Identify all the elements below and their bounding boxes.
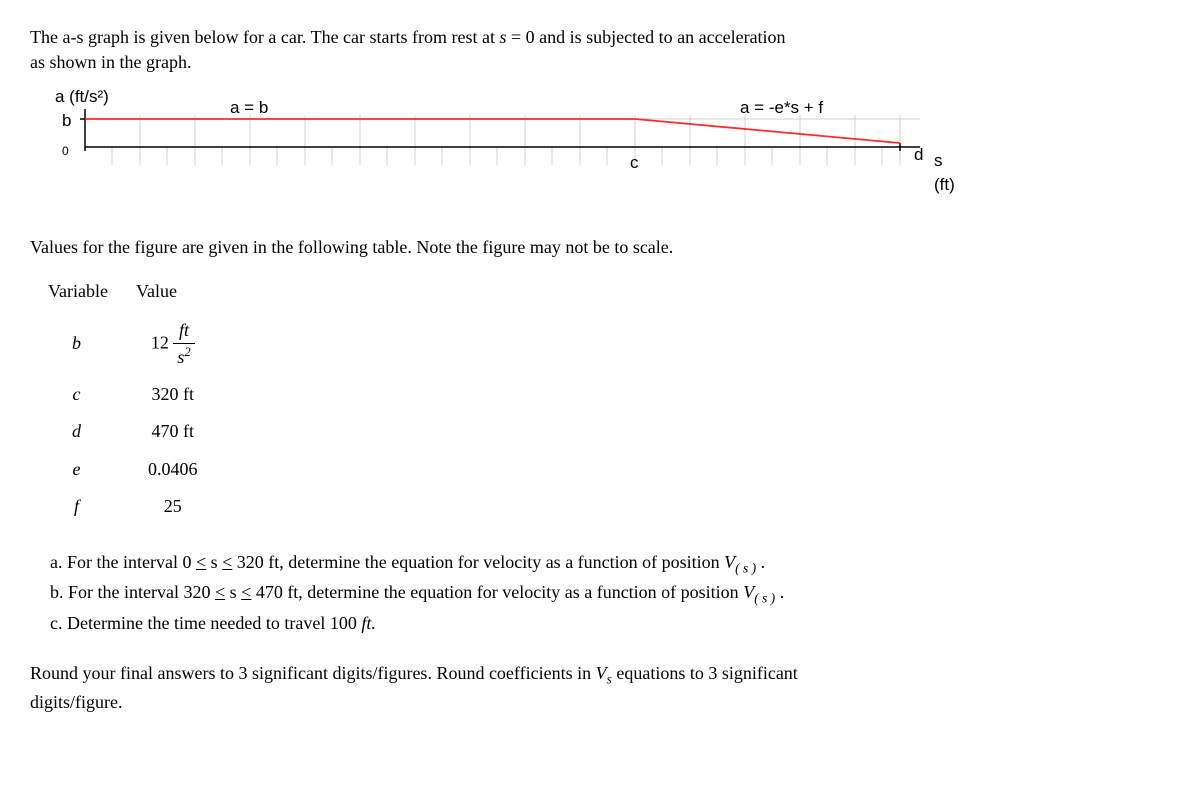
y-axis-label: a (ft/s²) (55, 85, 109, 109)
qa-t2: s (206, 552, 222, 572)
var-d: d (45, 413, 133, 450)
fn-1: Round your final answers to 3 significan… (30, 663, 596, 683)
val-d: 470 ft (133, 413, 213, 450)
qb-v: V (743, 582, 754, 602)
table-row: f 25 (45, 488, 212, 525)
le-icon: < (215, 582, 225, 602)
origin-zero: 0 (62, 143, 69, 160)
qa-sub: ( s ) (735, 560, 756, 575)
table-row: c 320 ft (45, 376, 212, 413)
val-b-num: 12 (151, 332, 174, 352)
question-b: b. For the interval 320 < s < 470 ft, de… (50, 580, 1170, 608)
var-e: e (45, 451, 133, 488)
table-header-variable: Variable (45, 276, 133, 312)
problem-intro: The a-s graph is given below for a car. … (30, 25, 1170, 75)
var-c: c (45, 376, 133, 413)
fraction-icon: fts2 (173, 318, 194, 370)
equation-1: a = b (230, 96, 268, 120)
c-tick-label: c (630, 151, 639, 175)
x-axis-label: s (ft) (934, 149, 955, 197)
fn-2: equations to 3 significant (612, 663, 798, 683)
qc-t1: c. Determine the time needed to travel 1… (50, 613, 361, 633)
le-icon: < (222, 552, 232, 572)
le-icon: < (196, 552, 206, 572)
fn-3: digits/figure. (30, 692, 123, 712)
question-c: c. Determine the time needed to travel 1… (50, 611, 1170, 636)
table-note: Values for the figure are given in the f… (30, 235, 1170, 260)
qc-ft: ft. (361, 613, 376, 633)
values-table: Variable Value b 12 fts2 c 320 ft d 470 … (45, 276, 212, 525)
grid-lines (85, 115, 920, 165)
frac-den: s2 (173, 344, 194, 370)
data-lines (85, 119, 900, 143)
qb-t3: 470 ft, determine the equation for veloc… (251, 582, 743, 602)
intro-text-1: The a-s graph is given below for a car. … (30, 27, 500, 47)
table-row: e 0.0406 (45, 451, 212, 488)
table-row: d 470 ft (45, 413, 212, 450)
fn-v: V (596, 663, 607, 683)
question-a: a. For the interval 0 < s < 320 ft, dete… (50, 550, 1170, 578)
val-b: 12 fts2 (133, 312, 213, 376)
rounding-note: Round your final answers to 3 significan… (30, 661, 1170, 715)
intro-text-2: as shown in the graph. (30, 52, 191, 72)
table-header-value: Value (133, 276, 213, 312)
var-b: b (45, 312, 133, 376)
qa-v: V (724, 552, 735, 572)
equation-2: a = -e*s + f (740, 96, 823, 120)
qb-end: . (775, 582, 784, 602)
frac-den-exp: 2 (184, 345, 190, 359)
question-list: a. For the interval 0 < s < 320 ft, dete… (50, 550, 1170, 636)
le-icon: < (241, 582, 251, 602)
table-row: b 12 fts2 (45, 312, 212, 376)
var-f: f (45, 488, 133, 525)
val-e: 0.0406 (133, 451, 213, 488)
d-tick-label: d (914, 143, 923, 167)
qb-sub: ( s ) (754, 591, 775, 606)
val-c: 320 ft (133, 376, 213, 413)
qb-t1: b. For the interval 320 (50, 582, 215, 602)
qa-t1: a. For the interval 0 (50, 552, 196, 572)
as-graph: a (ft/s²) b 0 a = b a = -e*s + f c d s (… (30, 105, 950, 195)
intro-text-1b: = 0 and is subjected to an acceleration (507, 27, 786, 47)
intro-var-s: s (500, 27, 507, 47)
b-tick-label: b (62, 109, 71, 133)
qa-end: . (756, 552, 765, 572)
qa-t3: 320 ft, determine the equation for veloc… (232, 552, 724, 572)
frac-num: ft (173, 318, 194, 344)
val-f: 25 (133, 488, 213, 525)
qb-t2: s (225, 582, 241, 602)
